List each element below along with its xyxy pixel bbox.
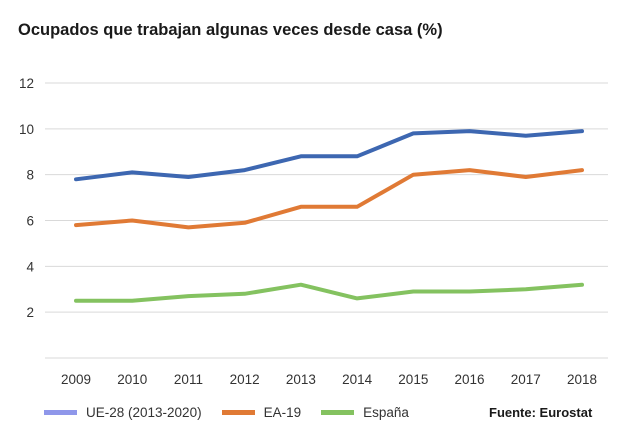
x-tick-label: 2015 [398,372,428,387]
x-tick-label: 2016 [455,372,485,387]
y-tick-label: 6 [26,214,34,229]
legend: UE-28 (2013-2020) EA-19 España [44,405,429,420]
x-tick-label: 2014 [342,372,373,387]
legend-label-ea19: EA-19 [263,405,302,420]
x-axis-tick-labels: 2009 2010 2011 2012 2013 2014 2015 2016 2017 2018 [61,372,597,387]
series-lines [74,129,584,303]
legend-swatch-espana [321,410,355,415]
series-line-ea19 [74,168,584,230]
x-tick-label: 2012 [230,372,260,387]
x-tick-label: 2010 [117,372,147,387]
y-tick-label: 2 [26,305,34,320]
gridlines [45,82,608,359]
y-tick-label: 4 [26,259,34,274]
x-tick-label: 2018 [567,372,597,387]
x-tick-label: 2009 [61,372,91,387]
x-tick-label: 2011 [174,372,203,387]
y-tick-label: 10 [19,122,34,137]
legend-item-espana: España [321,405,409,420]
x-tick-label: 2013 [286,372,316,387]
legend-item-ea19: EA-19 [221,405,302,420]
source-note: Fuente: Eurostat [489,405,593,420]
legend-swatch-ue28 [44,410,77,415]
y-tick-label: 8 [26,168,34,183]
legend-swatch-ea19 [221,410,255,415]
legend-label-espana: España [363,405,409,420]
series-line-espana [74,282,584,303]
x-tick-label: 2017 [511,372,541,387]
y-axis-tick-labels: 2 4 6 8 10 12 [19,76,35,320]
chart-title: Ocupados que trabajan algunas veces desd… [18,21,443,39]
legend-item-ue28: UE-28 (2013-2020) [44,405,202,420]
legend-label-ue28: UE-28 (2013-2020) [86,405,202,420]
series-line-ue28 [74,129,584,182]
y-tick-label: 12 [19,76,34,91]
